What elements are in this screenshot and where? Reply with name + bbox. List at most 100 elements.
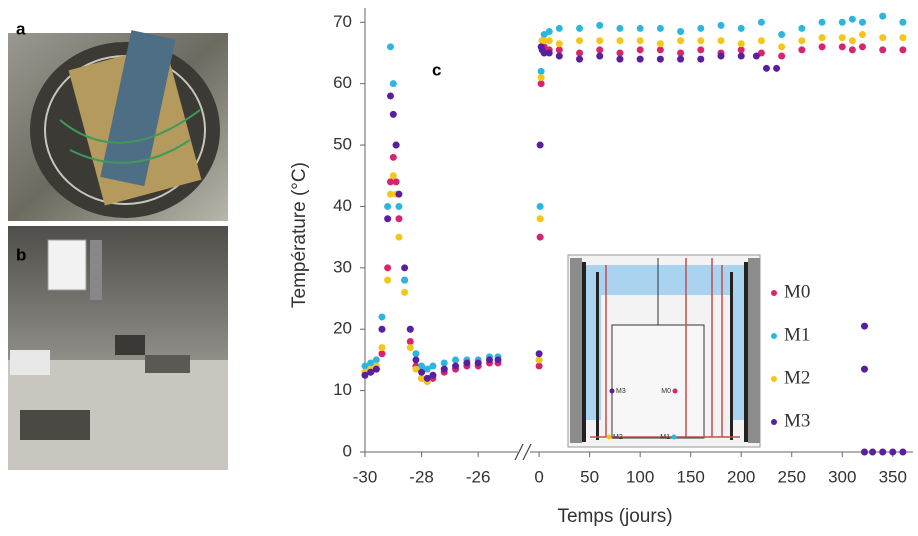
legend-marker: [771, 290, 777, 296]
point: [636, 55, 644, 63]
point: [389, 80, 397, 88]
point: [395, 233, 403, 241]
point: [386, 92, 394, 100]
point: [677, 37, 685, 45]
x-tick-label: 350: [879, 467, 907, 486]
point: [535, 350, 543, 358]
legend-marker: [771, 333, 777, 339]
point: [386, 43, 394, 51]
point: [386, 190, 394, 198]
point: [798, 37, 806, 45]
x-tick-label: 50: [580, 467, 599, 486]
point: [860, 322, 868, 330]
point: [697, 24, 705, 32]
point: [389, 153, 397, 161]
point: [418, 362, 426, 370]
point: [778, 52, 786, 60]
y-tick-label: 10: [333, 380, 352, 399]
photo-a: [8, 30, 228, 221]
legend-marker: [771, 376, 777, 382]
legend-label: M0: [784, 281, 810, 302]
point: [778, 31, 786, 39]
point: [697, 55, 705, 63]
panel-label: c: [432, 60, 441, 79]
point: [384, 202, 392, 210]
point: [401, 276, 409, 284]
point: [378, 313, 386, 321]
point: [555, 40, 563, 48]
point: [860, 365, 868, 373]
x-tick-label: -30: [353, 467, 378, 486]
inset-label: M3: [616, 388, 626, 395]
point: [555, 52, 563, 60]
point: [838, 43, 846, 51]
x-tick-label: 200: [727, 467, 755, 486]
point: [717, 52, 725, 60]
point: [899, 448, 907, 456]
point: [818, 34, 826, 42]
point: [596, 46, 604, 54]
point: [616, 37, 624, 45]
point: [636, 37, 644, 45]
point: [418, 368, 426, 376]
point: [838, 34, 846, 42]
point: [656, 46, 664, 54]
point: [616, 24, 624, 32]
y-tick-label: 0: [343, 441, 352, 460]
y-tick-label: 60: [333, 73, 352, 92]
point: [848, 37, 856, 45]
point: [899, 18, 907, 26]
point: [677, 49, 685, 57]
x-tick-label: 0: [534, 467, 543, 486]
point: [656, 24, 664, 32]
point: [536, 141, 544, 149]
y-tick-label: 20: [333, 319, 352, 338]
point: [596, 21, 604, 29]
point: [474, 359, 482, 367]
point: [869, 448, 877, 456]
point: [717, 37, 725, 45]
panel-label: a: [16, 19, 26, 38]
point: [616, 55, 624, 63]
point: [596, 52, 604, 60]
y-tick-label: 50: [333, 135, 352, 154]
point: [636, 24, 644, 32]
point: [677, 55, 685, 63]
point: [452, 356, 460, 364]
point: [540, 31, 548, 39]
x-tick-label: -26: [466, 467, 491, 486]
y-axis-title: Température (°C): [289, 162, 310, 308]
point: [576, 24, 584, 32]
point: [494, 356, 502, 364]
x-tick-label: 300: [828, 467, 856, 486]
point: [401, 264, 409, 272]
legend-label: M2: [784, 367, 810, 388]
point: [537, 80, 545, 88]
point: [818, 43, 826, 51]
point: [717, 21, 725, 29]
point: [656, 40, 664, 48]
inset-diagram: [567, 254, 761, 448]
point: [412, 356, 420, 364]
point: [762, 64, 770, 72]
inset-label: M0: [661, 388, 671, 395]
photo-b: [8, 226, 228, 470]
point: [545, 37, 553, 45]
point: [440, 359, 448, 367]
point: [576, 37, 584, 45]
point: [389, 172, 397, 180]
point: [889, 448, 897, 456]
point: [879, 12, 887, 20]
x-tick-label: 100: [626, 467, 654, 486]
point: [858, 18, 866, 26]
point: [798, 24, 806, 32]
panel-label: b: [16, 245, 26, 264]
x-tick-label: -28: [409, 467, 434, 486]
point: [378, 344, 386, 352]
point: [677, 27, 685, 35]
point: [778, 43, 786, 51]
point: [536, 233, 544, 241]
point: [440, 365, 448, 373]
inset-label: M1: [660, 434, 670, 441]
